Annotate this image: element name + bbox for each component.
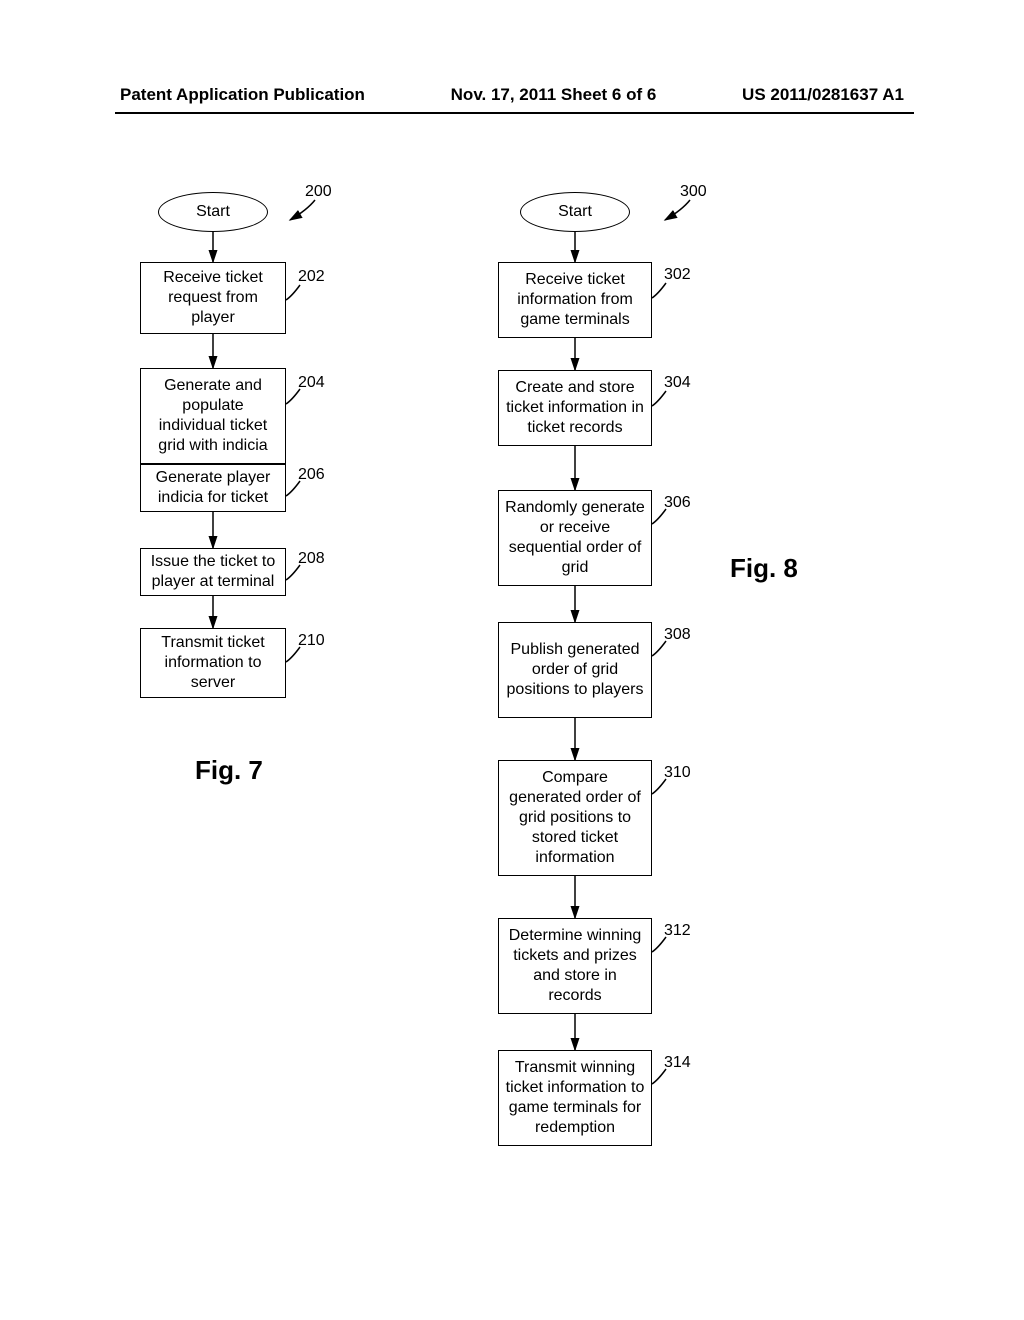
ref-312: 312 — [664, 922, 691, 940]
step-204: Generate and populate individual ticket … — [140, 368, 286, 464]
ref-206: 206 — [298, 466, 325, 484]
step-310: Compare generated order of grid position… — [498, 760, 652, 876]
step-302: Receive ticket information from game ter… — [498, 262, 652, 338]
ref-300: 300 — [680, 183, 707, 201]
ref-308: 308 — [664, 626, 691, 644]
step-304: Create and store ticket information in t… — [498, 370, 652, 446]
ref-210: 210 — [298, 632, 325, 650]
step-202: Receive ticket request from player — [140, 262, 286, 334]
ref-200: 200 — [305, 183, 332, 201]
ref-204: 204 — [298, 374, 325, 392]
step-312: Determine winning tickets and prizes and… — [498, 918, 652, 1014]
step-308: Publish generated order of grid position… — [498, 622, 652, 718]
ref-310: 310 — [664, 764, 691, 782]
figure-label: Fig. 8 — [730, 553, 798, 584]
start-node: Start — [158, 192, 268, 232]
ref-208: 208 — [298, 550, 325, 568]
ref-314: 314 — [664, 1054, 691, 1072]
step-314: Transmit winning ticket information to g… — [498, 1050, 652, 1146]
ref-306: 306 — [664, 494, 691, 512]
step-210: Transmit ticket information to server — [140, 628, 286, 698]
step-206: Generate player indicia for ticket — [140, 464, 286, 512]
ref-202: 202 — [298, 268, 325, 286]
ref-304: 304 — [664, 374, 691, 392]
step-208: Issue the ticket to player at terminal — [140, 548, 286, 596]
figure-label: Fig. 7 — [195, 755, 263, 786]
step-306: Randomly generate or receive sequential … — [498, 490, 652, 586]
ref-302: 302 — [664, 266, 691, 284]
start-node: Start — [520, 192, 630, 232]
